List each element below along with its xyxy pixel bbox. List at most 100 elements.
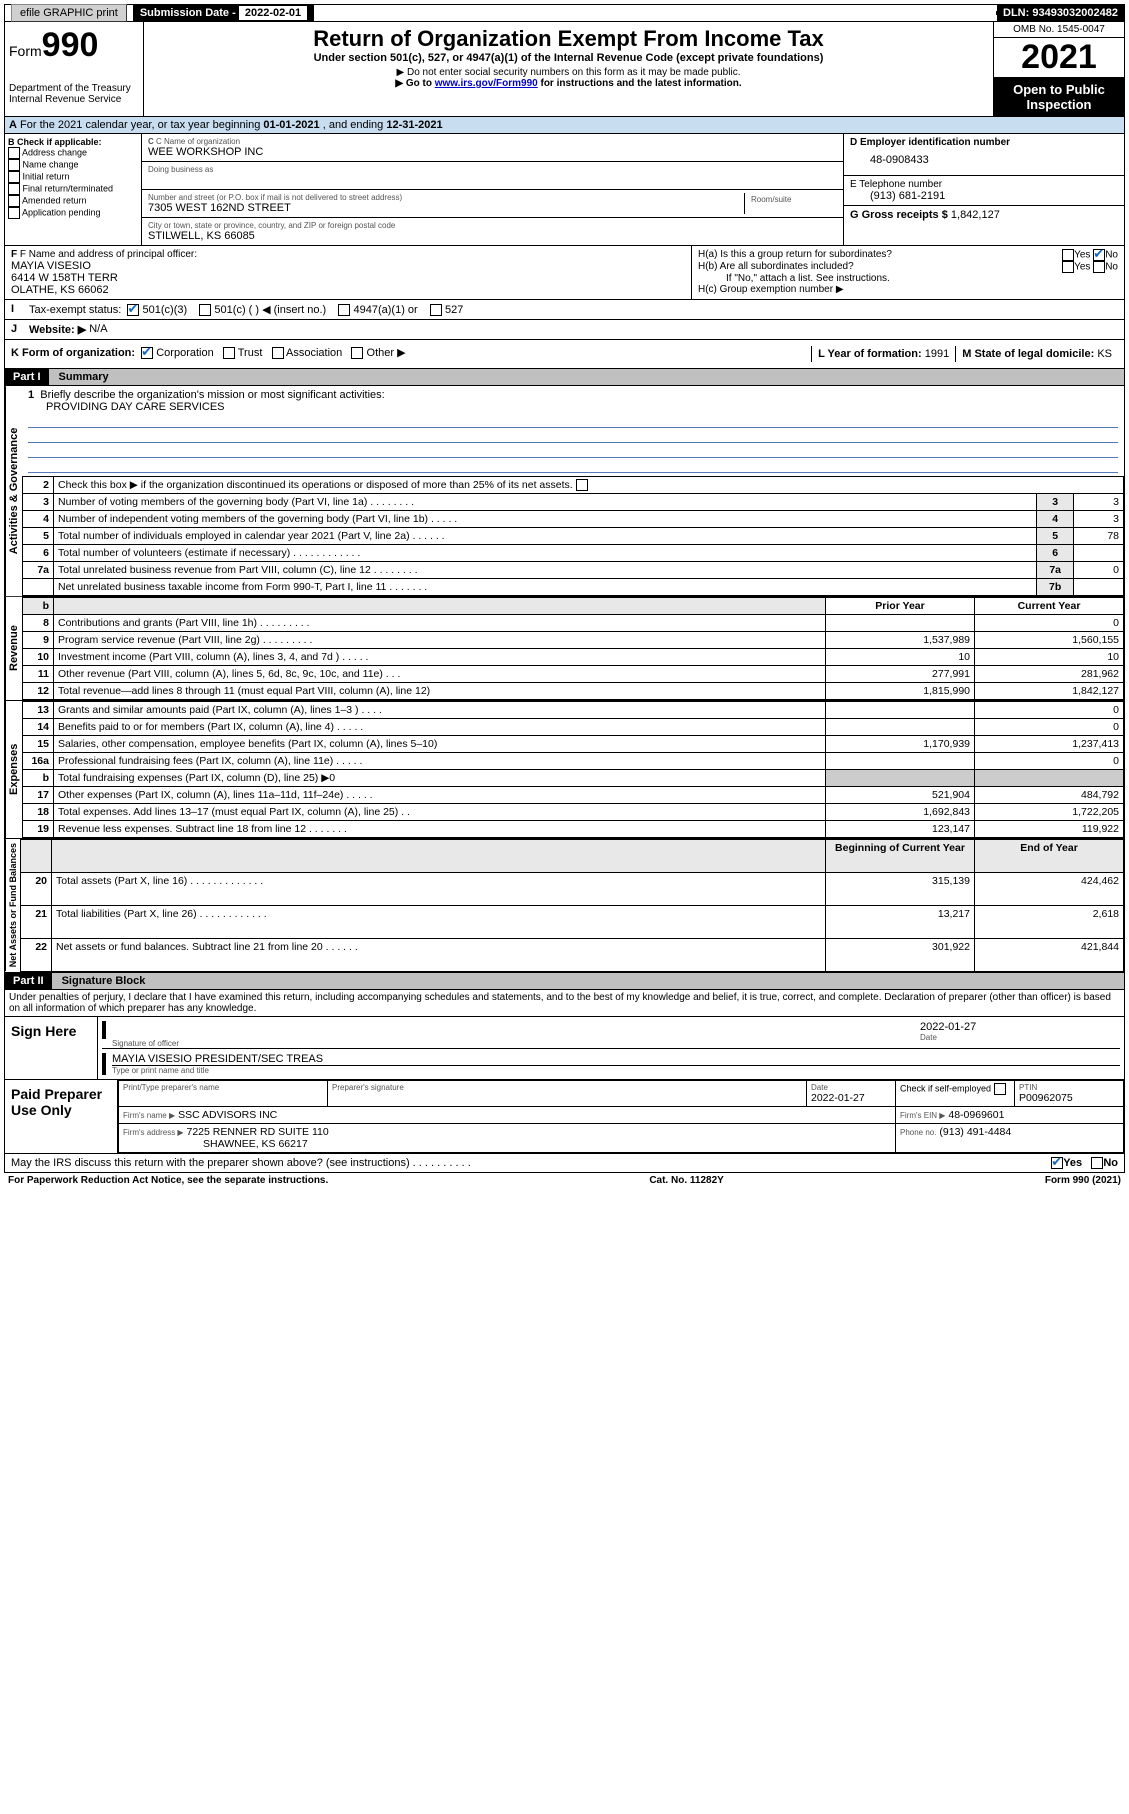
ha-yes-checkbox[interactable] <box>1062 249 1074 261</box>
table-row: 17Other expenses (Part IX, column (A), l… <box>23 787 1124 804</box>
val-4: 3 <box>1074 511 1124 528</box>
table-row: 20Total assets (Part X, line 16) . . . .… <box>21 873 1124 906</box>
boxb-checkbox[interactable] <box>8 195 20 207</box>
open-public: Open to Public Inspection <box>994 78 1124 116</box>
hb-hint: If "No," attach a list. See instructions… <box>698 273 1118 284</box>
line-6: Total number of volunteers (estimate if … <box>54 545 1037 562</box>
table-row: 8Contributions and grants (Part VIII, li… <box>23 615 1124 632</box>
city-state-zip: STILWELL, KS 66085 <box>148 230 837 242</box>
tax-period: A For the 2021 calendar year, or tax yea… <box>4 117 1125 134</box>
form-title: Return of Organization Exempt From Incom… <box>148 26 989 52</box>
expenses-table: 13Grants and similar amounts paid (Part … <box>22 701 1124 838</box>
note-link: ▶ Go to www.irs.gov/Form990 for instruct… <box>148 78 989 89</box>
label-hb: H(b) Are all subordinates included? <box>698 261 1062 273</box>
discuss-no-checkbox[interactable] <box>1091 1157 1103 1169</box>
officer-addr1: 6414 W 158TH TERR <box>11 272 685 284</box>
state-domicile: KS <box>1097 348 1112 360</box>
table-row: 11Other revenue (Part VIII, column (A), … <box>23 666 1124 683</box>
hb-no-checkbox[interactable] <box>1093 261 1105 273</box>
discuss-row: May the IRS discuss this return with the… <box>4 1154 1125 1173</box>
gross-receipts: 1,842,127 <box>951 209 1000 221</box>
year-formation: 1991 <box>925 348 949 360</box>
tax-status-checkbox[interactable] <box>127 304 139 316</box>
hb-yes-checkbox[interactable] <box>1062 261 1074 273</box>
firm-addr2: SHAWNEE, KS 66217 <box>123 1138 308 1150</box>
table-row: 19Revenue less expenses. Subtract line 1… <box>23 821 1124 838</box>
table-row: 22Net assets or fund balances. Subtract … <box>21 938 1124 971</box>
tax-year: 2021 <box>994 38 1124 78</box>
label-gross: G Gross receipts $ <box>850 209 948 221</box>
boxb-checkbox[interactable] <box>8 171 20 183</box>
col-end: End of Year <box>975 840 1124 873</box>
tax-status-checkbox[interactable] <box>338 304 350 316</box>
boxb-checkbox[interactable] <box>8 207 20 219</box>
label-city: City or town, state or province, country… <box>148 221 837 230</box>
form-subtitle: Under section 501(c), 527, or 4947(a)(1)… <box>148 52 989 64</box>
label-room: Room/suite <box>751 195 831 204</box>
table-row: 21Total liabilities (Part X, line 26) . … <box>21 905 1124 938</box>
officer-print-name: MAYIA VISESIO PRESIDENT/SEC TREAS <box>112 1053 1120 1065</box>
col-current: Current Year <box>975 598 1124 615</box>
firm-ein: 48-0969601 <box>948 1109 1004 1121</box>
boxb-checkbox[interactable] <box>8 159 20 171</box>
org-form-checkbox[interactable] <box>141 347 153 359</box>
website-row: J Website: ▶ N/A <box>4 320 1125 340</box>
submission-date: Submission Date - 2022-02-01 <box>134 5 314 21</box>
tax-status-checkbox[interactable] <box>199 304 211 316</box>
table-row: 13Grants and similar amounts paid (Part … <box>23 702 1124 719</box>
boxb-checkbox[interactable] <box>8 183 20 195</box>
sign-date: 2022-01-27 <box>920 1021 1120 1033</box>
dln: DLN: 93493032002482 <box>997 5 1124 21</box>
street-address: 7305 WEST 162ND STREET <box>148 202 744 214</box>
label-sig-officer: Signature of officer <box>102 1039 920 1048</box>
net-assets-table: Beginning of Current Year End of Year 20… <box>20 839 1124 971</box>
val-6 <box>1074 545 1124 562</box>
penalty-statement: Under penalties of perjury, I declare th… <box>4 990 1125 1017</box>
boxb-checkbox[interactable] <box>8 147 20 159</box>
table-row: 15Salaries, other compensation, employee… <box>23 736 1124 753</box>
label-mission: Briefly describe the organization's miss… <box>40 389 384 401</box>
paid-preparer-block: Paid Preparer Use Only Print/Type prepar… <box>4 1080 1125 1154</box>
val-7a: 0 <box>1074 562 1124 579</box>
tax-status-checkbox[interactable] <box>430 304 442 316</box>
label-dba: Doing business as <box>148 165 837 174</box>
line-4: Number of independent voting members of … <box>54 511 1037 528</box>
ein: 48-0908433 <box>850 148 1118 172</box>
phone: (913) 681-2191 <box>850 190 1118 202</box>
ha-no-checkbox[interactable] <box>1093 249 1105 261</box>
firm-phone: (913) 491-4484 <box>939 1126 1011 1138</box>
label-date: Date <box>920 1033 1120 1042</box>
officer-group-block: F F Name and address of principal office… <box>4 246 1125 300</box>
ptin: P00962075 <box>1019 1092 1073 1104</box>
org-form-row: K Form of organization: Corporation Trus… <box>4 340 1125 369</box>
revenue-table: b Prior Year Current Year 8Contributions… <box>22 597 1124 700</box>
efile-button[interactable]: efile GRAPHIC print <box>11 4 127 22</box>
part-2-header: Part II Signature Block <box>4 973 1125 990</box>
label-phone: E Telephone number <box>850 179 1118 190</box>
col-prior: Prior Year <box>826 598 975 615</box>
col-begin: Beginning of Current Year <box>826 840 975 873</box>
dept-treasury: Department of the Treasury Internal Reve… <box>9 83 139 105</box>
tab-expenses: Expenses <box>5 701 22 838</box>
line-3: Number of voting members of the governin… <box>54 494 1037 511</box>
tab-governance: Activities & Governance <box>5 386 22 596</box>
org-form-checkbox[interactable] <box>223 347 235 359</box>
tab-net-assets: Net Assets or Fund Balances <box>5 839 20 971</box>
line2-checkbox[interactable] <box>576 479 588 491</box>
omb-number: OMB No. 1545-0047 <box>994 22 1124 38</box>
discuss-yes-checkbox[interactable] <box>1051 1157 1063 1169</box>
note-ssn: ▶ Do not enter social security numbers o… <box>148 67 989 78</box>
part-1-header: Part I Summary <box>4 369 1125 386</box>
officer-name: MAYIA VISESIO <box>11 260 685 272</box>
label-address: Number and street (or P.O. box if mail i… <box>148 193 744 202</box>
table-row: 16aProfessional fundraising fees (Part I… <box>23 753 1124 770</box>
self-employed-checkbox[interactable] <box>994 1083 1006 1095</box>
irs-link[interactable]: www.irs.gov/Form990 <box>435 78 538 89</box>
label-officer: F F Name and address of principal office… <box>11 249 685 260</box>
label-org-name: C C Name of organization <box>148 137 837 146</box>
org-form-checkbox[interactable] <box>272 347 284 359</box>
table-row: 14Benefits paid to or for members (Part … <box>23 719 1124 736</box>
top-bar: efile GRAPHIC print Submission Date - 20… <box>4 4 1125 22</box>
org-form-checkbox[interactable] <box>351 347 363 359</box>
org-name: WEE WORKSHOP INC <box>148 146 837 158</box>
